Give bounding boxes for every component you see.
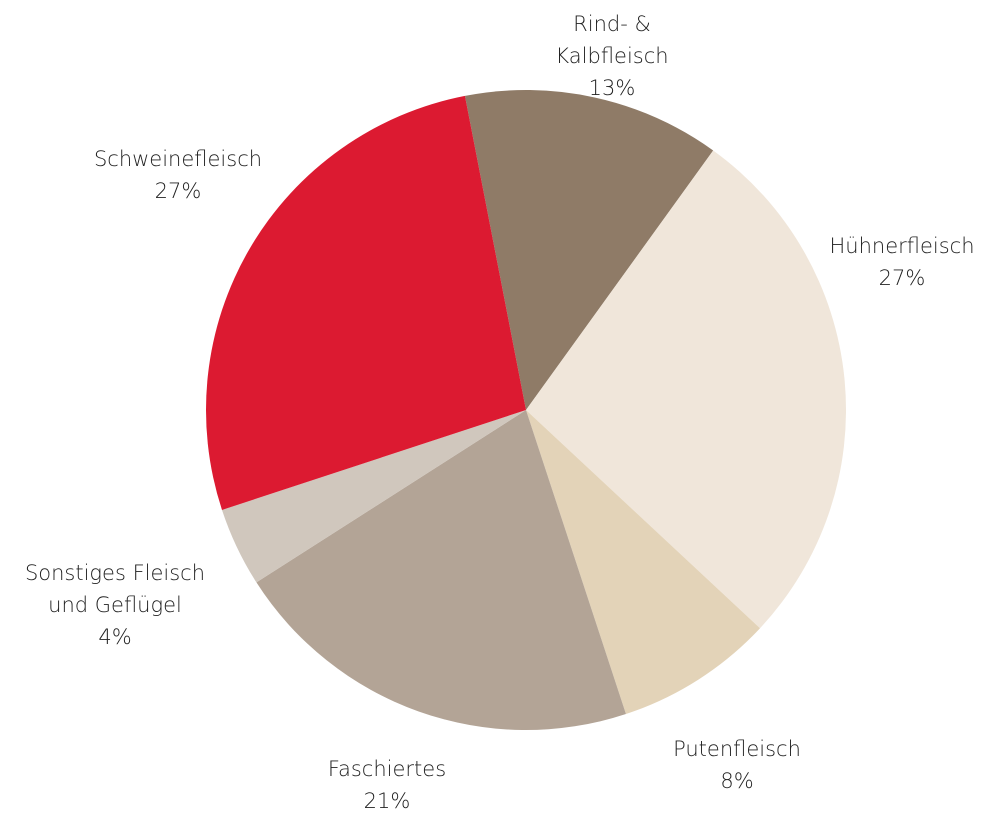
slice-label: Sonstiges Fleisch und Geflügel 4% [5, 557, 225, 653]
value-label: 13% [588, 76, 636, 100]
category-name: Rind- & Kalbfleisch [555, 12, 669, 68]
category-name: Schweinefleisch [93, 147, 263, 171]
value-label: 27% [154, 179, 202, 203]
value-label: 21% [363, 789, 411, 813]
pie-slice [526, 410, 761, 714]
slice-label: Putenfleisch 8% [657, 733, 817, 797]
category-name: Hühnerfleisch [829, 234, 975, 258]
value-label: 8% [720, 769, 754, 793]
category-name: Putenfleisch [673, 737, 801, 761]
category-name: Faschiertes [327, 757, 447, 781]
slice-label: Rind- & Kalbfleisch 13% [537, 8, 687, 104]
pie-slice [526, 150, 846, 629]
pie-slice [222, 410, 526, 583]
slice-label: Faschiertes 21% [307, 753, 467, 817]
slice-label: Schweinefleisch 27% [78, 143, 278, 207]
pie-slice [206, 95, 526, 510]
slice-label: Hühnerfleisch 27% [822, 230, 982, 294]
pie-slice [256, 410, 626, 730]
pie-slice [464, 90, 714, 411]
category-name: Sonstiges Fleisch und Geflügel [24, 561, 206, 617]
value-label: 27% [878, 266, 926, 290]
value-label: 4% [98, 625, 132, 649]
